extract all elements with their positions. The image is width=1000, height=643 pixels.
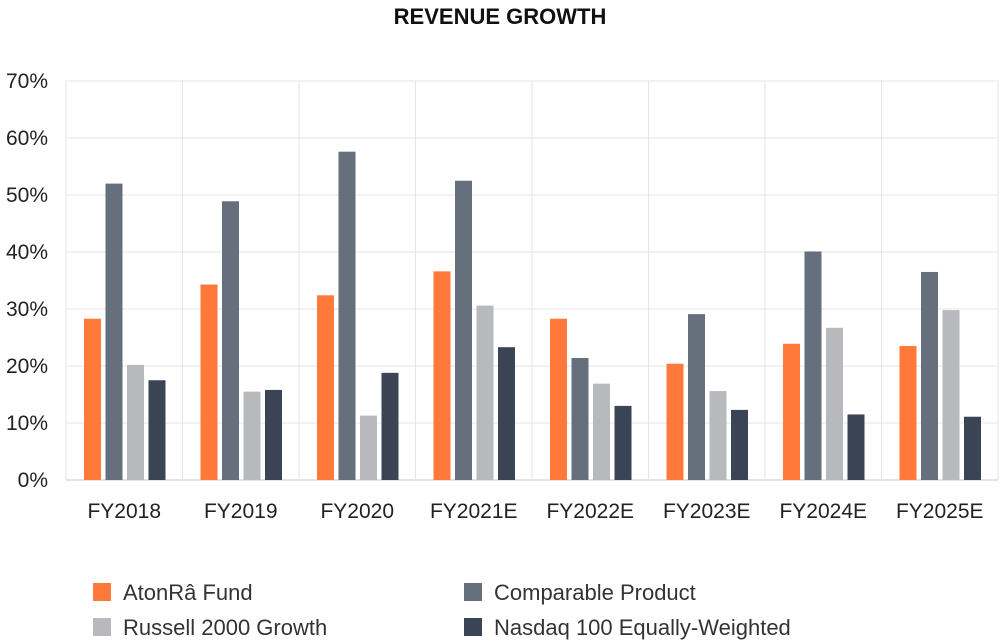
x-tick-label: FY2021E [430, 500, 518, 523]
bar [804, 251, 822, 480]
bar [550, 318, 567, 480]
bar [899, 346, 917, 480]
bar [200, 284, 218, 480]
bar [338, 151, 356, 480]
y-tick-label: 20% [6, 355, 48, 378]
bar [476, 305, 494, 480]
x-tick-label: FY2020 [320, 500, 394, 523]
bar [847, 414, 865, 480]
legend-label: Russell 2000 Growth [123, 615, 327, 640]
y-tick-label: 70% [6, 70, 48, 93]
legend-swatch [93, 583, 111, 601]
y-tick-label: 0% [18, 469, 48, 492]
x-tick-label: FY2025E [896, 500, 984, 523]
grid-lines [65, 80, 999, 481]
y-axis-tick-labels: 0% 10% 20% 30% 40% 50% 60% 70% [6, 70, 48, 492]
bar [498, 347, 515, 480]
legend-label: Comparable Product [494, 580, 696, 605]
bar [455, 180, 472, 480]
bar [964, 416, 981, 480]
bar [942, 310, 960, 480]
legend-swatch [464, 583, 482, 601]
y-tick-label: 50% [6, 184, 48, 207]
bar [222, 201, 239, 480]
x-tick-label: FY2018 [87, 500, 161, 523]
x-tick-label: FY2022E [546, 500, 634, 523]
bar [688, 314, 705, 480]
bar [783, 343, 800, 480]
bar [317, 295, 334, 480]
x-axis-tick-labels: FY2018 FY2019 FY2020 FY2021E FY2022E FY2023E F… [87, 500, 983, 523]
y-tick-label: 30% [6, 298, 48, 321]
chart-title: REVENUE GROWTH [394, 4, 607, 29]
bar [709, 391, 727, 480]
legend-swatch [464, 618, 482, 636]
bar [265, 389, 282, 480]
legend: AtonRâ Fund Comparable Product Russell 200… [93, 580, 791, 640]
y-tick-label: 60% [6, 127, 48, 150]
bar [433, 271, 451, 480]
bar [243, 391, 261, 480]
bar [593, 383, 610, 480]
bar [826, 327, 843, 480]
bar [614, 405, 632, 480]
bar [571, 358, 589, 480]
x-tick-label: FY2023E [663, 500, 751, 523]
bar [666, 363, 684, 480]
y-tick-label: 10% [6, 412, 48, 435]
bar [84, 318, 101, 480]
legend-label: Nasdaq 100 Equally-Weighted [494, 615, 791, 640]
bar [731, 409, 748, 480]
legend-label: AtonRâ Fund [123, 580, 253, 605]
x-tick-label: FY2024E [779, 500, 867, 523]
bar [105, 183, 123, 480]
bar [127, 364, 144, 480]
x-tick-label: FY2019 [204, 500, 278, 523]
bars [84, 151, 981, 480]
y-tick-label: 40% [6, 241, 48, 264]
legend-swatch [93, 618, 111, 636]
bar [381, 372, 399, 480]
bar [921, 271, 938, 480]
bar [360, 415, 377, 480]
bar [148, 380, 166, 480]
